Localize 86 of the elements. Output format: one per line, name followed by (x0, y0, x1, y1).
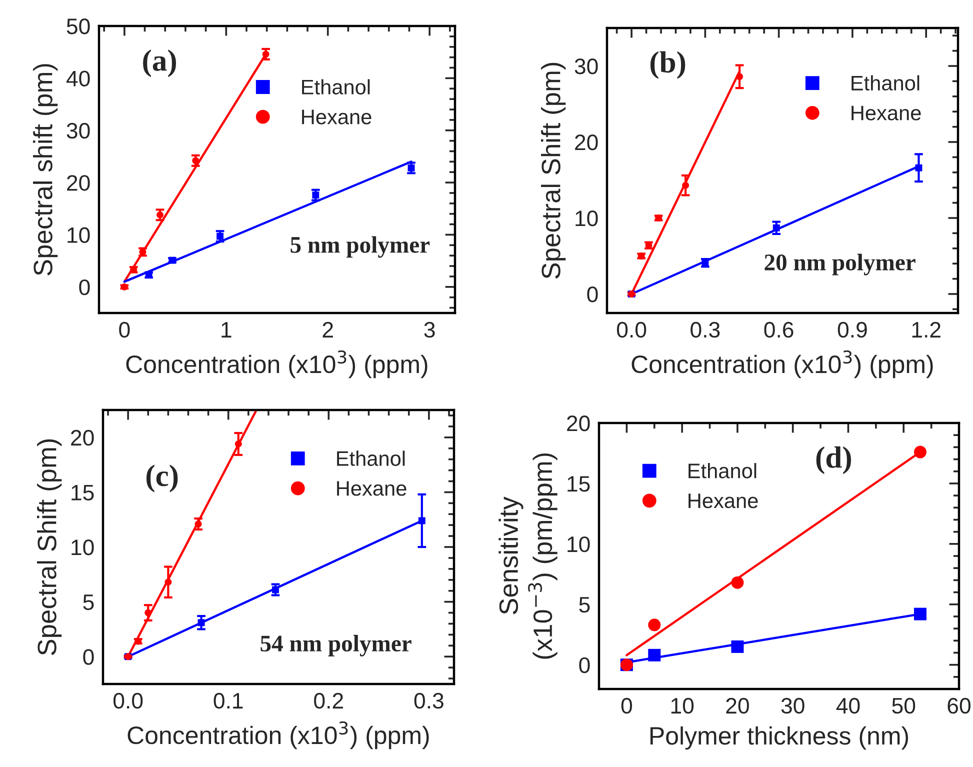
y-tick-label: 30 (66, 122, 90, 139)
y-axis-title: Spectral Shift (pm) (37, 439, 62, 656)
x-tick-label: 20 (726, 698, 749, 714)
y-tick-label: 20 (567, 416, 590, 432)
x-tick-label: 0 (621, 698, 632, 714)
point (164, 578, 172, 586)
point (198, 619, 205, 626)
y-axis-title: Sensitivity (x10$^{−3}$) (pm/ppm) (498, 453, 558, 659)
x-tick-label: 0.0 (113, 692, 143, 709)
y-tick-label: 50 (66, 18, 90, 34)
y-tick-label: 20 (575, 134, 598, 150)
y-tick-label: 10 (72, 540, 94, 556)
point (312, 192, 320, 199)
point (682, 182, 690, 189)
y-tick-label: 10 (576, 210, 598, 226)
y-tick-label: 5 (579, 597, 590, 613)
point (648, 618, 661, 632)
x-tick-label: 0.0 (616, 322, 646, 338)
x-tick-label: 40 (836, 698, 860, 714)
annotation: 5 nm polymer (290, 236, 430, 258)
point (914, 446, 926, 458)
point (648, 648, 661, 662)
legend-label: Ethanol (337, 450, 405, 466)
y-tick-label: 0 (79, 279, 90, 296)
point (638, 252, 645, 260)
x-axis-title: Concentration (x10$^{3}$) (ppm) (128, 721, 429, 750)
x-tick-label: 1 (222, 322, 232, 338)
y-tick-label: 0 (579, 657, 590, 674)
x-axis-title: Polymer thickness (nm) (650, 726, 908, 750)
x-tick-label: 10 (671, 698, 694, 714)
legend-label: Hexane (688, 494, 758, 508)
x-tick-label: 0.9 (838, 322, 867, 338)
y-tick-label: 20 (71, 430, 94, 446)
annotation: 54 nm polymer (260, 634, 412, 656)
point (134, 638, 142, 645)
x-tick-label: 2 (322, 322, 333, 338)
legend-label: Ethanol (302, 79, 370, 94)
legend-label: Hexane (337, 481, 406, 496)
legend-label: Ethanol (852, 75, 920, 91)
point (144, 609, 152, 616)
y-tick-label: 30 (574, 58, 598, 74)
y-tick-label: 0 (587, 286, 598, 302)
y-tick-label: 15 (72, 484, 94, 500)
point (731, 576, 744, 589)
x-tick-label: 0.1 (214, 692, 243, 709)
point (418, 517, 426, 524)
y-axis-title: Spectral shift (pm) (33, 64, 58, 276)
point (915, 164, 922, 172)
point (194, 520, 202, 528)
annotation: (d) (816, 446, 851, 474)
legend-label: Ethanol (688, 463, 756, 478)
x-tick-label: 3 (424, 322, 435, 338)
x-tick-label: 0.2 (314, 692, 343, 709)
point (731, 640, 744, 653)
x-axis-title: Concentration (x10$^{3}$) (ppm) (126, 350, 428, 378)
point (914, 608, 926, 620)
point (120, 283, 128, 290)
legend-label: Hexane (302, 110, 372, 124)
point (655, 214, 662, 222)
annotation: (a) (143, 49, 176, 78)
point (234, 440, 242, 448)
x-tick-label: 0.6 (764, 322, 794, 338)
point (192, 157, 200, 164)
legend-label: Hexane (852, 106, 921, 120)
point (772, 224, 780, 232)
x-tick-label: 0 (119, 322, 130, 338)
x-tick-label: 50 (892, 698, 916, 714)
y-axis-title: Spectral Shift (pm) (541, 62, 566, 279)
x-tick-label: 0.3 (414, 692, 444, 709)
y-tick-label: 0 (83, 649, 94, 665)
x-tick-label: 1.2 (912, 322, 940, 338)
annotation: (c) (146, 464, 178, 492)
x-tick-label: 0.3 (690, 322, 720, 338)
annotation: (b) (650, 51, 686, 79)
x-tick-label: 30 (781, 698, 804, 714)
point (216, 232, 224, 240)
x-axis-title: Concentration (x10$^{3}$) (ppm) (632, 350, 933, 378)
y-tick-label: 15 (568, 476, 590, 492)
y-tick-label: 20 (67, 175, 90, 191)
point (736, 73, 744, 80)
x-tick-label: 60 (948, 698, 970, 714)
annotation: 20 nm polymer (764, 254, 916, 276)
y-tick-label: 40 (66, 70, 90, 86)
y-tick-label: 10 (568, 536, 590, 552)
y-tick-label: 5 (83, 594, 94, 610)
y-tick-label: 10 (68, 227, 90, 243)
